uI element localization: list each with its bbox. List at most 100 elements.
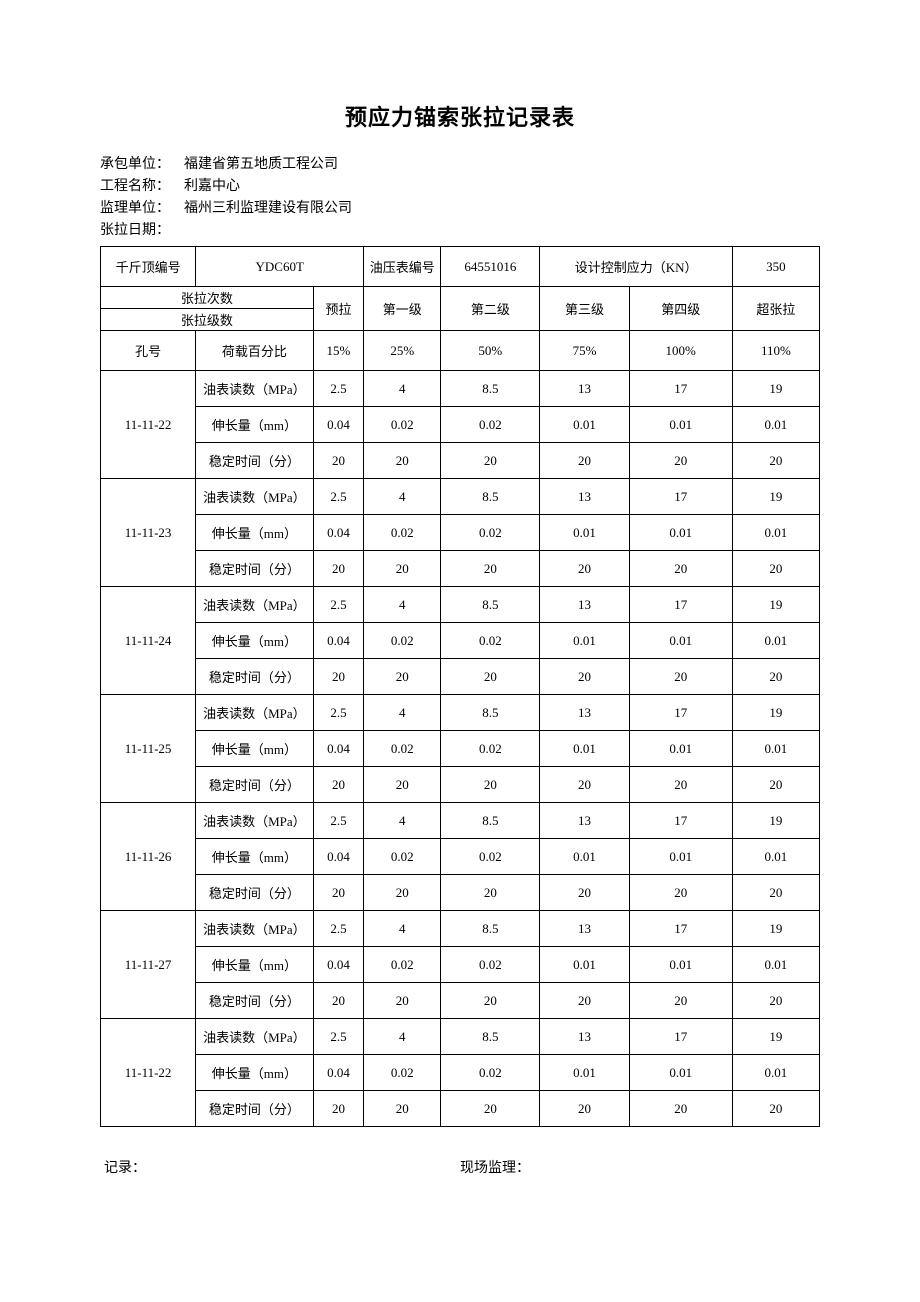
- data-cell: 20: [629, 983, 732, 1019]
- metric-label: 油表读数（MPa）: [196, 695, 313, 731]
- data-cell: 0.01: [540, 1055, 629, 1091]
- data-cell: 20: [732, 551, 819, 587]
- data-cell: 2.5: [313, 803, 364, 839]
- data-cell: 0.02: [364, 947, 441, 983]
- metric-label: 伸长量（mm）: [196, 731, 313, 767]
- data-cell: 4: [364, 695, 441, 731]
- data-cell: 0.04: [313, 407, 364, 443]
- jack-no-value: YDC60T: [196, 247, 364, 287]
- data-cell: 0.04: [313, 623, 364, 659]
- data-cell: 17: [629, 1019, 732, 1055]
- metric-label: 油表读数（MPa）: [196, 587, 313, 623]
- hole-no: 11-11-27: [101, 911, 196, 1019]
- data-cell: 20: [732, 983, 819, 1019]
- data-cell: 0.01: [629, 839, 732, 875]
- hole-no: 11-11-22: [101, 371, 196, 479]
- data-cell: 0.04: [313, 839, 364, 875]
- data-cell: 0.02: [441, 407, 540, 443]
- data-cell: 20: [313, 443, 364, 479]
- metric-label: 伸长量（mm）: [196, 623, 313, 659]
- data-cell: 20: [540, 1091, 629, 1127]
- data-cell: 0.01: [732, 623, 819, 659]
- data-cell: 20: [364, 551, 441, 587]
- data-cell: 13: [540, 803, 629, 839]
- metric-label: 稳定时间（分）: [196, 659, 313, 695]
- jack-no-label: 千斤顶编号: [101, 247, 196, 287]
- data-cell: 0.04: [313, 731, 364, 767]
- data-cell: 20: [313, 767, 364, 803]
- meta-row-supervisor: 监理单位： 福州三利监理建设有限公司: [100, 198, 820, 220]
- pct-2: 50%: [441, 331, 540, 371]
- data-cell: 0.01: [540, 839, 629, 875]
- data-cell: 8.5: [441, 1019, 540, 1055]
- data-cell: 0.01: [629, 1055, 732, 1091]
- tension-table: 千斤顶编号 YDC60T 油压表编号 64551016 设计控制应力（KN） 3…: [100, 246, 820, 1127]
- load-pct-label: 荷载百分比: [196, 331, 313, 371]
- data-cell: 20: [364, 443, 441, 479]
- data-cell: 13: [540, 1019, 629, 1055]
- data-cell: 20: [540, 659, 629, 695]
- data-cell: 19: [732, 587, 819, 623]
- data-cell: 4: [364, 911, 441, 947]
- hole-no: 11-11-22: [101, 1019, 196, 1127]
- stage-2: 第二级: [441, 287, 540, 331]
- data-cell: 20: [364, 659, 441, 695]
- data-cell: 2.5: [313, 587, 364, 623]
- data-cell: 8.5: [441, 479, 540, 515]
- stage-over: 超张拉: [732, 287, 819, 331]
- hole-no: 11-11-23: [101, 479, 196, 587]
- data-cell: 20: [441, 1091, 540, 1127]
- footer-supervisor: 现场监理：: [460, 1157, 820, 1177]
- data-cell: 20: [441, 983, 540, 1019]
- data-cell: 2.5: [313, 911, 364, 947]
- data-cell: 0.02: [441, 1055, 540, 1091]
- hole-label: 孔号: [101, 331, 196, 371]
- data-cell: 20: [540, 443, 629, 479]
- data-cell: 20: [629, 443, 732, 479]
- data-cell: 0.01: [629, 947, 732, 983]
- stage-1: 第一级: [364, 287, 441, 331]
- meta-value-supervisor: 福州三利监理建设有限公司: [184, 198, 352, 220]
- hole-no: 11-11-25: [101, 695, 196, 803]
- data-cell: 0.04: [313, 1055, 364, 1091]
- pct-1: 25%: [364, 331, 441, 371]
- data-cell: 2.5: [313, 371, 364, 407]
- data-cell: 13: [540, 371, 629, 407]
- data-cell: 20: [732, 1091, 819, 1127]
- pct-4: 100%: [629, 331, 732, 371]
- data-cell: 0.01: [629, 407, 732, 443]
- data-cell: 19: [732, 1019, 819, 1055]
- meta-label-date: 张拉日期：: [100, 220, 184, 242]
- data-cell: 8.5: [441, 803, 540, 839]
- data-cell: 4: [364, 1019, 441, 1055]
- metric-label: 油表读数（MPa）: [196, 1019, 313, 1055]
- meta-row-project: 工程名称： 利嘉中心: [100, 176, 820, 198]
- metric-label: 油表读数（MPa）: [196, 911, 313, 947]
- data-cell: 20: [364, 983, 441, 1019]
- data-cell: 0.01: [629, 623, 732, 659]
- data-cell: 20: [313, 875, 364, 911]
- data-cell: 2.5: [313, 1019, 364, 1055]
- data-cell: 13: [540, 479, 629, 515]
- data-cell: 0.04: [313, 515, 364, 551]
- data-cell: 20: [313, 1091, 364, 1127]
- data-cell: 4: [364, 587, 441, 623]
- data-cell: 8.5: [441, 911, 540, 947]
- meta-row-contractor: 承包单位： 福建省第五地质工程公司: [100, 154, 820, 176]
- data-cell: 0.01: [540, 731, 629, 767]
- data-cell: 13: [540, 911, 629, 947]
- pct-0: 15%: [313, 331, 364, 371]
- data-cell: 2.5: [313, 479, 364, 515]
- data-cell: 20: [364, 875, 441, 911]
- data-cell: 0.01: [629, 731, 732, 767]
- meta-label-supervisor: 监理单位：: [100, 198, 184, 220]
- data-cell: 20: [629, 767, 732, 803]
- data-cell: 4: [364, 479, 441, 515]
- metric-label: 稳定时间（分）: [196, 983, 313, 1019]
- data-cell: 0.02: [364, 407, 441, 443]
- metric-label: 伸长量（mm）: [196, 839, 313, 875]
- data-cell: 19: [732, 911, 819, 947]
- data-cell: 19: [732, 371, 819, 407]
- data-cell: 20: [540, 767, 629, 803]
- design-force-label: 设计控制应力（KN）: [540, 247, 732, 287]
